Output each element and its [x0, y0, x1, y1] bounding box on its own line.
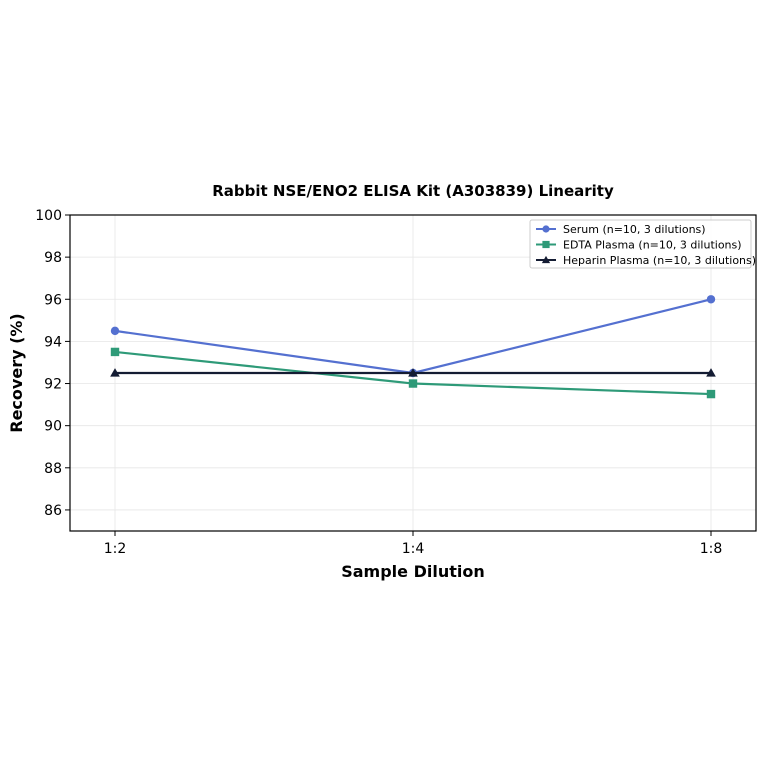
legend-swatch-marker — [541, 255, 551, 264]
y-tick-label: 94 — [44, 334, 62, 350]
data-point — [110, 347, 120, 357]
data-point — [706, 295, 716, 304]
legend-swatch-marker — [542, 225, 550, 233]
legend-label: Heparin Plasma (n=10, 3 dilutions) — [563, 254, 756, 267]
axis-ticks: 86 88 90 92 94 96 98 100 1:2 1:4 1:8 — [35, 208, 722, 557]
y-tick-label: 86 — [44, 503, 62, 519]
y-tick-label: 100 — [35, 208, 62, 224]
chart-title: Rabbit NSE/ENO2 ELISA Kit (A303839) Line… — [212, 182, 614, 200]
legend-label: EDTA Plasma (n=10, 3 dilutions) — [563, 239, 742, 252]
y-axis-label: Recovery (%) — [7, 313, 26, 432]
legend-item: EDTA Plasma (n=10, 3 dilutions) — [536, 239, 742, 252]
series-2 — [110, 347, 716, 399]
x-tick-label: 1:2 — [104, 541, 127, 557]
data-point — [408, 368, 418, 377]
data-point — [706, 389, 716, 399]
x-tick-label: 1:4 — [402, 541, 425, 557]
series-3 — [110, 368, 716, 377]
data-point — [408, 379, 418, 388]
legend: Serum (n=10, 3 dilutions) EDTA Plasma (n=… — [529, 219, 756, 269]
data-point — [110, 368, 120, 377]
legend-box — [529, 219, 752, 269]
series-layer — [110, 295, 716, 399]
data-point — [110, 326, 120, 336]
y-tick-label: 96 — [44, 292, 62, 308]
legend-item: Serum (n=10, 3 dilutions) — [536, 223, 706, 236]
legend-label: Serum (n=10, 3 dilutions) — [563, 223, 706, 236]
y-tick-label: 90 — [44, 419, 62, 435]
x-axis-label: Sample Dilution — [341, 562, 485, 581]
y-tick-label: 98 — [44, 250, 62, 266]
y-tick-label: 92 — [44, 377, 62, 393]
y-tick-label: 88 — [44, 461, 62, 477]
legend-swatch-marker — [542, 240, 550, 249]
x-tick-label: 1:8 — [700, 541, 723, 557]
data-point — [706, 368, 716, 377]
legend-item: Heparin Plasma (n=10, 3 dilutions) — [536, 254, 756, 267]
